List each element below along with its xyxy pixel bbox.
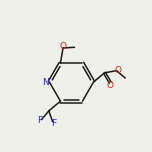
Text: O: O [60,42,67,51]
Text: O: O [115,66,122,75]
Text: F: F [51,119,56,128]
Text: N: N [42,78,49,87]
Text: F: F [37,116,42,125]
Text: O: O [107,81,114,90]
